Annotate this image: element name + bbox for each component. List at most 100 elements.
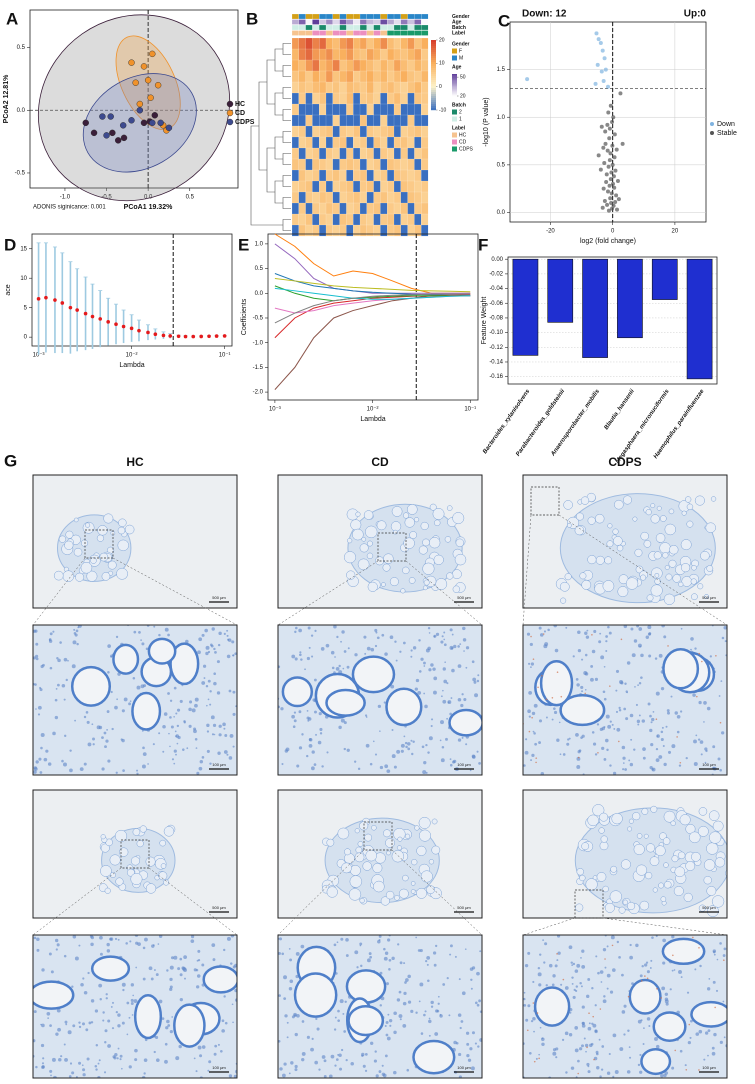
- point: [606, 208, 611, 213]
- nucleus: [345, 954, 349, 957]
- heat-cell: [319, 158, 327, 171]
- nucleus: [283, 1062, 287, 1066]
- heat-cell: [380, 48, 388, 61]
- nucleus: [105, 993, 108, 996]
- heat-cell: [319, 59, 327, 72]
- heat-cell: [291, 70, 299, 83]
- heat-cell: [393, 37, 401, 50]
- heat-cell: [312, 48, 320, 61]
- heat-cell: [305, 59, 313, 72]
- y-tick-label: -1.0: [253, 340, 264, 346]
- heat-cell: [312, 169, 320, 182]
- gland: [564, 573, 572, 581]
- nucleus: [551, 983, 555, 987]
- nucleus: [340, 937, 344, 941]
- nucleus: [435, 632, 440, 637]
- heat-cell: [380, 158, 388, 171]
- nucleus: [343, 721, 347, 725]
- x-tick-label: -1.0: [60, 195, 71, 201]
- heat-cell: [332, 202, 340, 215]
- crypt: [539, 659, 574, 707]
- point: [599, 69, 604, 74]
- annotation-cell: [414, 13, 422, 20]
- heat-cell: [298, 202, 306, 215]
- colorbar-step: [431, 72, 436, 75]
- legend-label: CD: [459, 139, 467, 145]
- nucleus: [85, 1028, 89, 1032]
- nucleus: [424, 704, 428, 709]
- colorbar-step: [431, 86, 436, 89]
- micrograph-content: [278, 625, 482, 775]
- nucleus: [134, 1058, 138, 1062]
- nucleus: [362, 1064, 366, 1068]
- gland: [367, 540, 373, 547]
- heat-cell: [387, 81, 395, 94]
- stain: [640, 980, 643, 982]
- nucleus: [115, 771, 118, 774]
- y-tick-label: 0.5: [17, 45, 26, 51]
- annotation-cell: [332, 24, 340, 31]
- nucleus: [411, 752, 414, 756]
- nucleus: [306, 1035, 310, 1039]
- stain: [535, 757, 538, 759]
- legend-label: F: [459, 48, 462, 54]
- point: [607, 183, 612, 188]
- heat-cell: [366, 169, 374, 182]
- heat-cell: [346, 136, 354, 149]
- heat-cell: [373, 114, 381, 127]
- crypt: [385, 687, 423, 727]
- nucleus: [210, 715, 215, 720]
- heat-cell: [312, 37, 320, 50]
- gland: [681, 510, 687, 516]
- colorbar-step: [431, 40, 436, 43]
- nucleus: [291, 654, 296, 659]
- gland: [671, 855, 679, 863]
- nucleus: [40, 1043, 45, 1048]
- nucleus: [299, 651, 302, 654]
- nucleus: [57, 1027, 61, 1032]
- nucleus: [570, 961, 573, 964]
- point: [599, 124, 604, 129]
- nucleus: [476, 971, 480, 976]
- point: [98, 317, 103, 321]
- gland: [680, 539, 692, 551]
- nucleus: [561, 1038, 565, 1042]
- legend-label: CDPS: [459, 146, 474, 152]
- gland: [587, 516, 596, 525]
- heat-cell: [325, 37, 333, 50]
- y-tick-label: 5: [24, 305, 28, 311]
- point: [103, 132, 110, 139]
- nucleus: [71, 664, 76, 669]
- gland: [697, 825, 709, 837]
- nucleus: [216, 691, 221, 695]
- colorbar-step: [431, 46, 436, 49]
- gland: [632, 516, 638, 522]
- nucleus: [206, 723, 210, 728]
- heat-cell: [325, 224, 333, 237]
- annotation-cell: [319, 30, 327, 36]
- nucleus: [148, 966, 153, 971]
- nucleus: [537, 972, 542, 977]
- nucleus: [298, 628, 302, 633]
- nucleus: [56, 683, 60, 687]
- nucleus: [587, 1070, 591, 1074]
- gland: [454, 553, 467, 566]
- heat-cell: [373, 191, 381, 204]
- gland: [367, 581, 378, 592]
- heat-cell: [346, 92, 354, 105]
- nucleus: [198, 766, 203, 771]
- nucleus: [666, 709, 670, 712]
- nucleus: [169, 965, 174, 970]
- nucleus: [300, 944, 305, 949]
- nucleus: [176, 708, 181, 712]
- scale-label: 100 μm: [702, 1065, 716, 1070]
- nucleus: [466, 1042, 470, 1046]
- nucleus: [453, 644, 457, 649]
- heat-cell: [387, 158, 395, 171]
- nucleus: [311, 1037, 314, 1040]
- nucleus: [574, 1048, 579, 1053]
- heat-cell: [366, 125, 374, 138]
- nucleus: [576, 764, 581, 769]
- point: [168, 334, 173, 338]
- gland: [383, 829, 391, 838]
